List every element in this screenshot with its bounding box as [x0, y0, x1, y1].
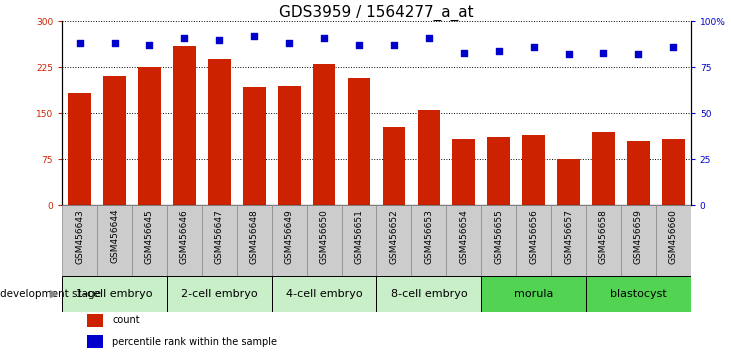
Text: GSM456647: GSM456647 — [215, 209, 224, 264]
Point — [632, 52, 644, 57]
Text: GSM456659: GSM456659 — [634, 209, 643, 264]
Text: GSM456655: GSM456655 — [494, 209, 503, 264]
Text: 1-cell embryo: 1-cell embryo — [76, 289, 153, 299]
Text: GSM456643: GSM456643 — [75, 209, 84, 264]
Text: GSM456653: GSM456653 — [425, 209, 433, 264]
Point — [423, 35, 435, 41]
Bar — [376, 205, 412, 276]
Text: morula: morula — [514, 289, 553, 299]
Text: ▶: ▶ — [50, 289, 58, 299]
Point — [284, 40, 295, 46]
Text: GSM456651: GSM456651 — [355, 209, 363, 264]
Text: percentile rank within the sample: percentile rank within the sample — [113, 337, 278, 347]
Point — [667, 44, 679, 50]
Point — [249, 33, 260, 39]
Bar — [272, 276, 376, 312]
Bar — [62, 205, 97, 276]
Text: blastocyst: blastocyst — [610, 289, 667, 299]
Text: 8-cell embryo: 8-cell embryo — [390, 289, 467, 299]
Text: GSM456646: GSM456646 — [180, 209, 189, 264]
Point — [74, 40, 86, 46]
Bar — [417, 110, 440, 205]
Text: 2-cell embryo: 2-cell embryo — [181, 289, 257, 299]
Point — [528, 44, 539, 50]
Bar — [167, 205, 202, 276]
Bar — [516, 205, 551, 276]
Bar — [522, 135, 545, 205]
Bar — [341, 205, 376, 276]
Bar — [278, 86, 300, 205]
Point — [563, 52, 575, 57]
Bar — [313, 64, 336, 205]
Bar — [627, 141, 650, 205]
Point — [109, 40, 121, 46]
Bar — [243, 87, 265, 205]
Text: count: count — [113, 315, 140, 325]
Point — [493, 48, 504, 53]
Point — [143, 42, 155, 48]
Bar — [412, 205, 447, 276]
Bar — [551, 205, 586, 276]
Bar — [452, 139, 475, 205]
Text: GSM456648: GSM456648 — [250, 209, 259, 264]
Bar — [656, 205, 691, 276]
Bar — [447, 205, 481, 276]
Bar — [87, 335, 103, 348]
Bar — [202, 205, 237, 276]
Bar — [481, 205, 516, 276]
Bar — [167, 276, 272, 312]
Text: development stage: development stage — [0, 289, 101, 299]
Bar — [348, 78, 371, 205]
Bar — [173, 46, 196, 205]
Text: GSM456650: GSM456650 — [319, 209, 328, 264]
Bar — [662, 139, 685, 205]
Text: GSM456652: GSM456652 — [390, 209, 398, 264]
Point — [458, 50, 469, 55]
Text: GSM456660: GSM456660 — [669, 209, 678, 264]
Text: GSM456654: GSM456654 — [459, 209, 469, 264]
Bar — [132, 205, 167, 276]
Bar — [272, 205, 306, 276]
Bar — [481, 276, 586, 312]
Point — [598, 50, 610, 55]
Text: GSM456644: GSM456644 — [110, 209, 119, 263]
Text: GSM456645: GSM456645 — [145, 209, 154, 264]
Bar — [68, 93, 91, 205]
Bar — [382, 127, 405, 205]
Bar — [97, 205, 132, 276]
Bar — [138, 67, 161, 205]
Title: GDS3959 / 1564277_a_at: GDS3959 / 1564277_a_at — [279, 5, 474, 21]
Bar — [208, 59, 231, 205]
Bar — [557, 159, 580, 205]
Bar — [621, 205, 656, 276]
Text: 4-cell embryo: 4-cell embryo — [286, 289, 363, 299]
Text: GSM456656: GSM456656 — [529, 209, 538, 264]
Bar — [62, 276, 167, 312]
Text: GSM456649: GSM456649 — [284, 209, 294, 264]
Text: GSM456658: GSM456658 — [599, 209, 608, 264]
Point — [318, 35, 330, 41]
Point — [178, 35, 190, 41]
Point — [213, 37, 225, 42]
Bar — [488, 137, 510, 205]
Point — [353, 42, 365, 48]
Bar — [87, 314, 103, 327]
Bar — [592, 132, 615, 205]
Bar — [376, 276, 481, 312]
Point — [388, 42, 400, 48]
Text: GSM456657: GSM456657 — [564, 209, 573, 264]
Bar — [306, 205, 341, 276]
Bar — [237, 205, 272, 276]
Bar — [103, 76, 126, 205]
Bar — [586, 276, 691, 312]
Bar — [586, 205, 621, 276]
